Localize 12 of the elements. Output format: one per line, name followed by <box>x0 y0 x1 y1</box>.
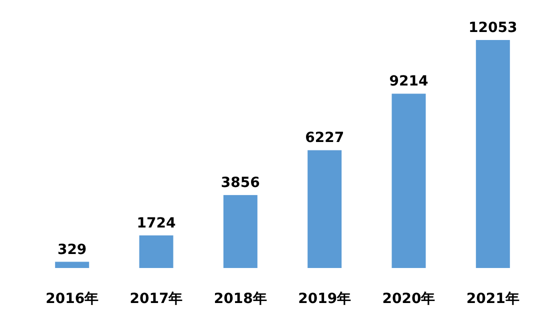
x-tick-label: 2018年 <box>214 291 267 307</box>
data-label: 6227 <box>305 130 344 146</box>
x-tick-label: 2020年 <box>382 291 436 307</box>
x-tick-label: 2019年 <box>298 291 352 307</box>
data-label: 3856 <box>220 175 260 192</box>
data-label: 9214 <box>389 74 428 90</box>
data-label: 1724 <box>136 215 176 232</box>
data-label: 329 <box>57 242 87 258</box>
x-tick-label: 2017年 <box>130 291 183 307</box>
x-tick-label: 2016年 <box>46 291 99 307</box>
x-tick-label: 2021年 <box>466 291 520 307</box>
data-label: 12053 <box>468 20 518 36</box>
